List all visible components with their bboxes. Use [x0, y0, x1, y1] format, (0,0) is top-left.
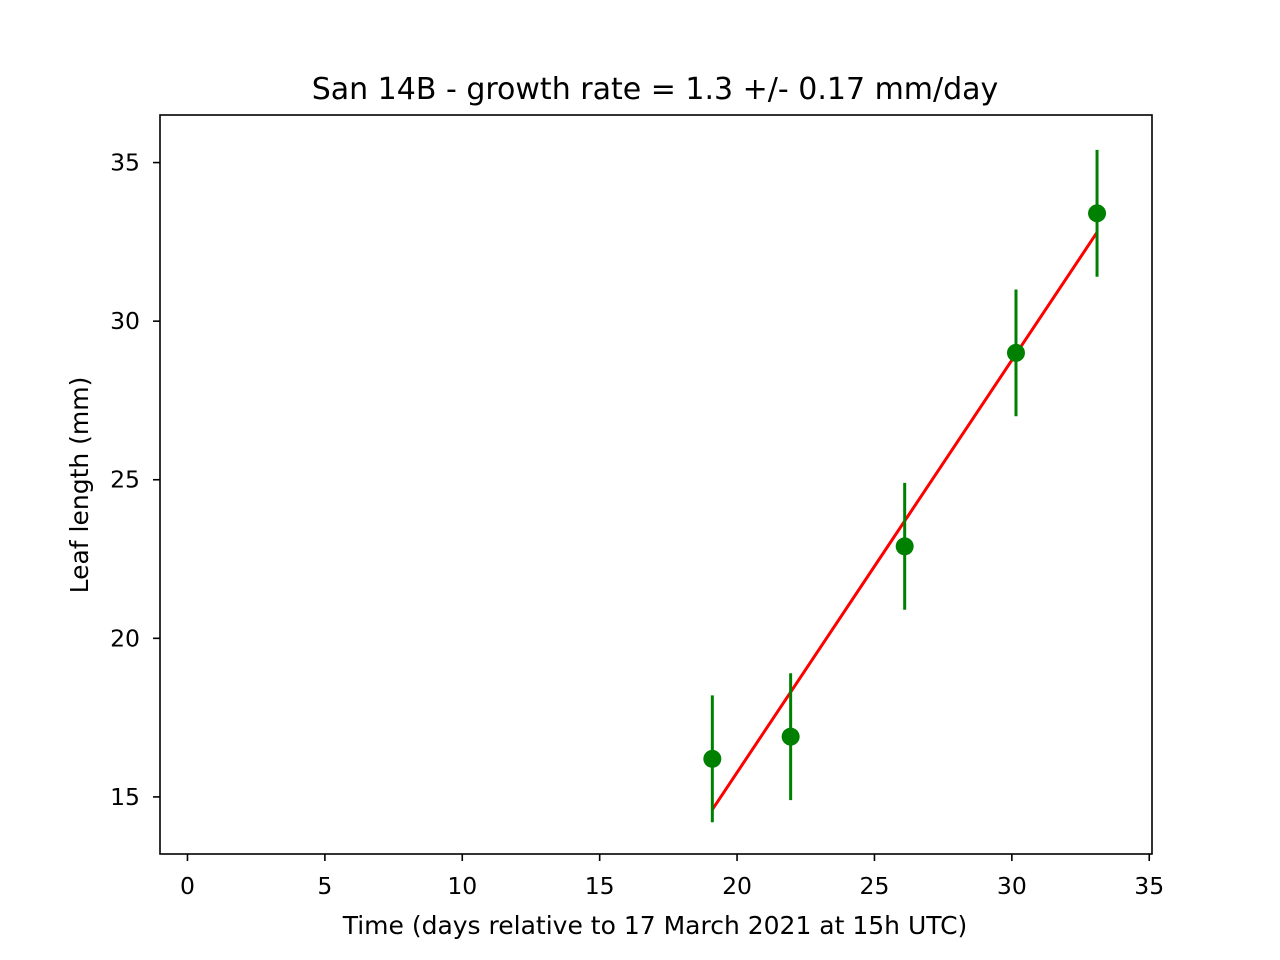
- x-tick-label: 30: [997, 872, 1027, 900]
- x-tick-label: 5: [317, 872, 332, 900]
- x-tick-label: 0: [180, 872, 195, 900]
- plot-area: 0 5 10 15 20 25 30 35 15 20 25 30 35: [110, 114, 1164, 900]
- y-tick-label: 30: [110, 307, 140, 335]
- x-tick-label: 35: [1134, 872, 1164, 900]
- y-tick-label: 25: [110, 466, 140, 494]
- data-point: [1006, 343, 1025, 362]
- axes-frame: [159, 114, 1153, 855]
- y-axis-label: Leaf length (mm): [65, 377, 94, 594]
- data-point: [895, 537, 914, 556]
- data-point: [781, 727, 800, 746]
- x-tick-label: 20: [722, 872, 752, 900]
- chart-title: San 14B - growth rate = 1.3 +/- 0.17 mm/…: [312, 72, 999, 107]
- y-tick-label: 15: [110, 783, 140, 811]
- x-tick-label: 15: [585, 872, 615, 900]
- y-tick-label: 35: [110, 149, 140, 177]
- x-axis-label: Time (days relative to 17 March 2021 at …: [342, 911, 968, 940]
- x-tick-label: 25: [860, 872, 890, 900]
- y-tick-label: 20: [110, 624, 140, 652]
- data-point: [1088, 204, 1107, 223]
- data-point: [703, 749, 722, 768]
- x-tick-label: 10: [447, 872, 477, 900]
